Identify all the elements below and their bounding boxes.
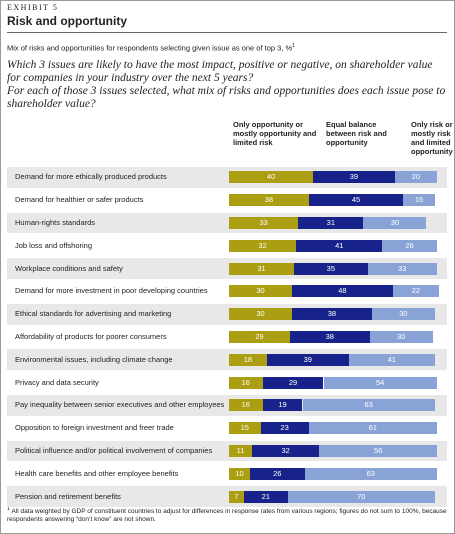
bar-segment: 16 xyxy=(229,399,263,412)
footnote: 1 All data weighted by GDP of constituen… xyxy=(7,505,447,524)
category-label: Demand for more investment in poor devel… xyxy=(15,286,208,296)
bar-segment: 18 xyxy=(229,353,267,366)
bar-segment: 22 xyxy=(392,285,439,298)
bar-segment: 26 xyxy=(250,467,305,480)
category-label: Ethical standards for advertising and ma… xyxy=(15,309,172,319)
bar-segment: 63 xyxy=(302,399,435,412)
bar-segment: 21 xyxy=(243,490,288,503)
category-label: Health care benefits and other employee … xyxy=(15,468,179,478)
bar-segment: 31 xyxy=(229,262,295,275)
legend-label: Only risk or mostly risk and limited opp… xyxy=(411,120,453,156)
bar-segment: 30 xyxy=(369,331,433,343)
category-label: Privacy and data security xyxy=(15,377,99,387)
category-label: Pension and retirement benefits xyxy=(15,491,121,501)
category-label: Opposition to foreign investment and fre… xyxy=(15,423,174,433)
question: For each of those 3 issues selected, wha… xyxy=(7,85,446,110)
bar-segment: 41 xyxy=(348,353,435,366)
subtitle: Mix of risks and opportunities for respo… xyxy=(7,43,295,53)
category-label: Demand for more ethically produced produ… xyxy=(15,172,167,182)
bar-segment: 32 xyxy=(229,239,297,252)
bar-segment: 35 xyxy=(294,262,368,275)
category-label: Affordability of products for poorer con… xyxy=(15,332,167,341)
bar-segment: 38 xyxy=(289,331,370,343)
bar-segment: 29 xyxy=(262,376,324,389)
bar-segment: 30 xyxy=(363,217,427,229)
category-label: Political influence and/or political inv… xyxy=(15,446,213,455)
footnote-marker: 1 xyxy=(7,506,11,512)
bar-segment: 40 xyxy=(229,171,313,184)
bar-segment: 30 xyxy=(371,308,435,321)
exhibit-label: EXHIBIT 5 xyxy=(7,3,59,12)
rule xyxy=(7,32,447,33)
bar-segment: 20 xyxy=(394,171,437,184)
bar-segment: 54 xyxy=(323,376,437,389)
bar-segment: 23 xyxy=(260,422,309,435)
bar-segment: 11 xyxy=(229,445,253,457)
category-label: Pay inequality between senior executives… xyxy=(15,400,225,410)
legend-label: Equal balance between risk and opportuni… xyxy=(326,120,387,147)
subtitle-text: Mix of risks and opportunities for respo… xyxy=(7,43,293,53)
bar-segment: 33 xyxy=(367,262,437,275)
bar-segment: 15 xyxy=(403,194,435,207)
bar-segment: 19 xyxy=(262,399,303,412)
chart-title: Risk and opportunity xyxy=(7,14,127,28)
bar-segment: 61 xyxy=(308,422,437,435)
bar-segment: 30 xyxy=(229,285,292,298)
bar-segment: 10 xyxy=(229,467,250,480)
bar-segment: 29 xyxy=(229,331,290,343)
question: Which 3 issues are likely to have the mo… xyxy=(7,59,433,84)
footnote-ref: 1 xyxy=(292,43,296,49)
category-label: Environmental issues, including climate … xyxy=(15,354,173,364)
bar-segment: 33 xyxy=(229,217,299,229)
bar-segment: 41 xyxy=(296,239,383,252)
bar-segment: 31 xyxy=(298,217,364,229)
legend-label: Only opportunity or mostly opportunity a… xyxy=(233,120,317,147)
bar-segment: 38 xyxy=(229,194,309,207)
footnote-text: All data weighted by GDP of constituent … xyxy=(7,508,447,524)
bar-segment: 16 xyxy=(229,376,263,389)
bar-segment: 7 xyxy=(229,490,244,503)
category-label: Workplace conditions and safety xyxy=(15,263,123,273)
category-label: Demand for healthier or safer products xyxy=(15,195,144,205)
bar-segment: 32 xyxy=(252,445,320,457)
bar-segment: 56 xyxy=(319,445,437,457)
category-label: Human-rights standards xyxy=(15,218,96,227)
bar-segment: 70 xyxy=(287,490,435,503)
bar-segment: 39 xyxy=(266,353,349,366)
bar-segment: 30 xyxy=(229,308,292,321)
bar-segment: 38 xyxy=(292,308,372,321)
bar-segment: 48 xyxy=(292,285,393,298)
bar-segment: 39 xyxy=(313,171,395,184)
bar-segment: 45 xyxy=(308,194,404,207)
bar-segment: 15 xyxy=(229,422,261,435)
bar-segment: 63 xyxy=(304,467,437,480)
category-label: Job loss and offshoring xyxy=(15,240,92,250)
bar-segment: 26 xyxy=(382,239,437,252)
